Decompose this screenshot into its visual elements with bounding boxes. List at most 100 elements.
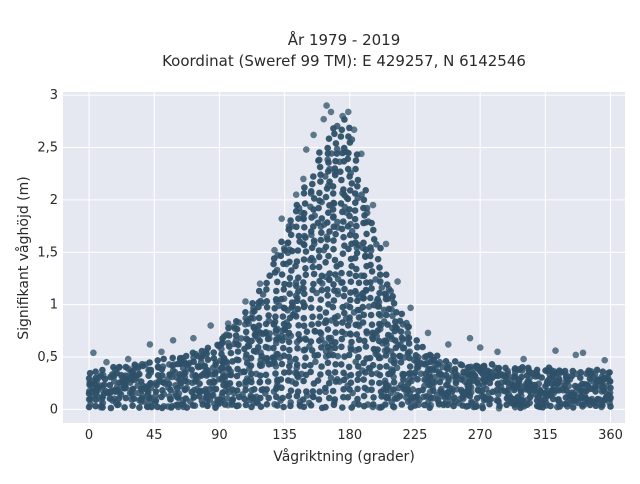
data-point-1665	[485, 390, 493, 397]
data-point-1732	[231, 325, 239, 332]
data-point-1164	[308, 231, 315, 239]
data-point-631	[376, 264, 383, 271]
data-point-1744	[184, 365, 192, 372]
data-point-415	[326, 228, 333, 235]
data-point-1004	[390, 403, 398, 411]
data-point-733	[451, 358, 459, 365]
data-point-1236	[134, 371, 141, 379]
data-point-567	[360, 376, 368, 383]
data-point-363	[315, 396, 323, 403]
data-point-1563	[385, 384, 392, 391]
data-point-1721	[385, 285, 393, 293]
data-point-1548	[559, 387, 567, 394]
data-point-704	[419, 343, 426, 351]
data-point-476	[341, 285, 348, 293]
data-point-1632	[252, 332, 259, 340]
data-point-1629	[313, 289, 320, 297]
data-point-1703	[262, 390, 269, 397]
data-point-548	[352, 272, 360, 280]
data-point-18	[107, 404, 115, 412]
data-point-585	[363, 230, 370, 238]
data-point-272	[288, 267, 295, 274]
data-point-1267	[220, 333, 228, 340]
data-point-1464	[322, 353, 330, 360]
data-point-562	[352, 157, 360, 164]
data-point-408	[324, 286, 331, 293]
data-point-1103	[233, 356, 240, 364]
data-point-601	[368, 321, 376, 329]
data-point-1192	[579, 403, 586, 410]
data-point-1293	[368, 334, 376, 341]
data-point-571	[362, 343, 370, 350]
data-point-383	[318, 229, 325, 236]
data-point-1095	[237, 335, 245, 342]
data-point-590	[362, 187, 370, 194]
data-point-650	[382, 271, 390, 279]
data-point-373	[316, 313, 324, 321]
data-point-1736	[325, 182, 332, 189]
data-point-1692	[394, 341, 402, 349]
data-point-676	[398, 310, 406, 318]
data-point-355	[310, 223, 317, 230]
data-point-324	[302, 248, 310, 255]
data-point-345	[307, 304, 315, 312]
data-point-619	[376, 363, 384, 371]
data-point-502	[345, 363, 353, 371]
data-point-554	[353, 222, 360, 230]
data-point-1709	[404, 323, 412, 331]
data-point-1699	[88, 387, 96, 395]
data-point-1075	[287, 358, 294, 366]
data-point-1282	[160, 390, 168, 398]
y-tick-label-2: 1	[50, 298, 58, 313]
data-point-976	[328, 150, 335, 157]
data-point-1239	[394, 391, 401, 399]
data-point-213	[263, 279, 270, 287]
data-point-1528	[177, 360, 184, 368]
data-point-230	[274, 278, 281, 286]
data-point-1549	[542, 389, 550, 396]
data-point-263	[285, 338, 293, 346]
data-point-1027	[307, 190, 315, 197]
data-point-1683	[534, 371, 541, 378]
data-point-1741	[173, 401, 180, 409]
data-point-323	[300, 256, 308, 263]
data-point-1656	[528, 383, 535, 391]
data-point-1317	[358, 191, 365, 198]
data-point-1408	[300, 347, 308, 354]
data-point-958	[202, 347, 210, 355]
data-point-338	[307, 361, 314, 369]
data-point-1439	[212, 359, 220, 366]
data-point-157	[242, 401, 250, 409]
data-point-1800	[427, 401, 435, 409]
data-point-330	[301, 200, 309, 207]
data-point-1301	[173, 374, 180, 381]
data-point-1774	[300, 175, 307, 183]
data-point-1620	[376, 325, 384, 333]
data-point-1765	[169, 337, 177, 344]
data-point-1455	[388, 295, 396, 303]
data-point-286	[294, 345, 301, 352]
data-point-1315	[142, 361, 149, 368]
data-point-1254	[280, 245, 288, 252]
data-point-1432	[310, 257, 317, 265]
data-point-1034	[409, 386, 417, 393]
data-point-436	[332, 329, 339, 336]
data-point-963	[583, 370, 590, 378]
data-point-1803	[97, 404, 104, 411]
data-point-527	[344, 155, 352, 163]
data-point-1187	[166, 361, 173, 368]
data-point-1677	[414, 353, 422, 361]
data-point-960	[303, 392, 311, 399]
data-point-1502	[289, 311, 297, 319]
data-point-602	[367, 311, 375, 319]
data-point-1539	[388, 335, 396, 343]
data-point-1794	[552, 347, 559, 355]
data-point-1414	[426, 388, 434, 396]
data-point-1646	[256, 361, 264, 368]
data-point-1378	[86, 379, 93, 386]
data-point-1681	[97, 372, 105, 379]
y-tick-label-1: 0,5	[37, 350, 58, 365]
data-point-1449	[505, 383, 513, 391]
data-point-505	[348, 338, 355, 346]
data-point-448	[332, 230, 339, 238]
